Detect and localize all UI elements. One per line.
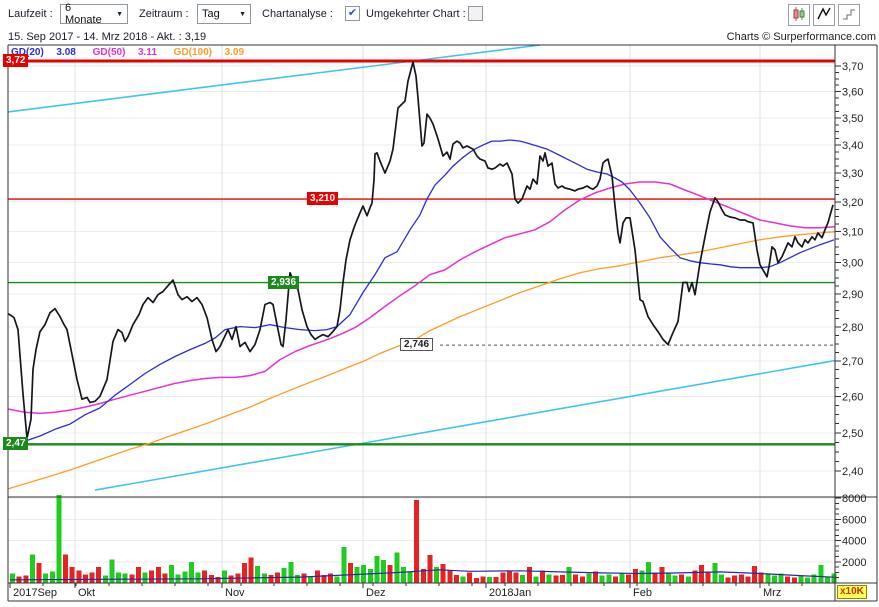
svg-text:2,50: 2,50 xyxy=(842,428,863,440)
svg-text:2017Sep: 2017Sep xyxy=(13,587,57,599)
svg-text:Mrz: Mrz xyxy=(763,587,781,599)
umgekehrter-chart-label: Umgekehrter Chart : xyxy=(366,8,466,20)
svg-text:3,00: 3,00 xyxy=(842,257,863,269)
zeitraum-label: Zeitraum : xyxy=(139,8,189,20)
svg-text:Okt: Okt xyxy=(78,587,95,599)
volume-unit-badge: x10K xyxy=(837,585,867,599)
legend-gd100: GD(100) 3.09 xyxy=(173,47,245,58)
svg-text:3,70: 3,70 xyxy=(842,61,863,73)
svg-text:3,60: 3,60 xyxy=(842,87,863,99)
chartanalyse-label: Chartanalyse : xyxy=(262,8,333,20)
laufzeit-label: Laufzeit : xyxy=(8,8,53,20)
svg-text:3,40: 3,40 xyxy=(842,140,863,152)
support-badge-2936[interactable]: 2,936 xyxy=(268,275,300,289)
svg-text:2,40: 2,40 xyxy=(842,466,863,478)
svg-text:2,80: 2,80 xyxy=(842,322,863,334)
level-badge-2746[interactable]: 2,746 xyxy=(400,338,434,352)
line-chart-button[interactable] xyxy=(813,4,835,26)
chevron-down-icon: ▼ xyxy=(239,10,246,18)
resistance-badge-372[interactable]: 3,72 xyxy=(3,54,29,67)
svg-text:2,70: 2,70 xyxy=(842,356,863,368)
svg-text:6000: 6000 xyxy=(842,514,866,526)
copyright-credit: Charts © Surperformance.com xyxy=(726,31,876,43)
support-badge-247[interactable]: 2,47 xyxy=(3,437,29,451)
svg-text:3,10: 3,10 xyxy=(842,227,863,239)
candlestick-chart-button[interactable] xyxy=(788,4,810,26)
svg-text:4000: 4000 xyxy=(842,536,866,548)
svg-text:3,30: 3,30 xyxy=(842,168,863,180)
svg-text:3,20: 3,20 xyxy=(842,197,863,209)
date-range-text: 15. Sep 2017 - 14. Mrz 2018 - Akt. : 3,1… xyxy=(8,31,207,43)
svg-text:8000: 8000 xyxy=(842,493,866,505)
svg-text:2000: 2000 xyxy=(842,557,866,569)
svg-text:3,50: 3,50 xyxy=(842,113,863,125)
svg-text:2,60: 2,60 xyxy=(842,391,863,403)
step-chart-icon xyxy=(841,6,857,25)
line-chart-icon xyxy=(816,6,832,25)
svg-text:Dez: Dez xyxy=(366,587,386,599)
chevron-down-icon: ▼ xyxy=(116,10,123,18)
toolbar: Laufzeit : 6 Monate ▼ Zeitraum : Tag ▼ C… xyxy=(0,0,879,28)
candlestick-icon xyxy=(791,6,807,25)
svg-text:2,90: 2,90 xyxy=(842,289,863,301)
svg-text:Feb: Feb xyxy=(633,587,652,599)
zeitraum-dropdown[interactable]: Tag ▼ xyxy=(197,4,251,24)
svg-text:2018Jan: 2018Jan xyxy=(489,587,531,599)
moving-average-legend: GD(20) 3.08 GD(50) 3.11 GD(100) 3.09 xyxy=(11,47,258,58)
step-chart-button[interactable] xyxy=(838,4,860,26)
legend-gd50: GD(50) 3.11 xyxy=(92,47,157,58)
svg-text:Nov: Nov xyxy=(225,587,245,599)
chartanalyse-checkbox[interactable]: ✔ xyxy=(345,6,360,21)
laufzeit-dropdown[interactable]: 6 Monate ▼ xyxy=(60,2,128,26)
umgekehrter-chart-checkbox[interactable] xyxy=(468,6,483,21)
resistance-badge-3210[interactable]: 3,210 xyxy=(307,192,339,206)
zeitraum-dropdown-value: Tag xyxy=(202,8,220,20)
legend-gd20: GD(20) 3.08 xyxy=(11,47,76,58)
laufzeit-dropdown-value: 6 Monate xyxy=(65,2,102,26)
